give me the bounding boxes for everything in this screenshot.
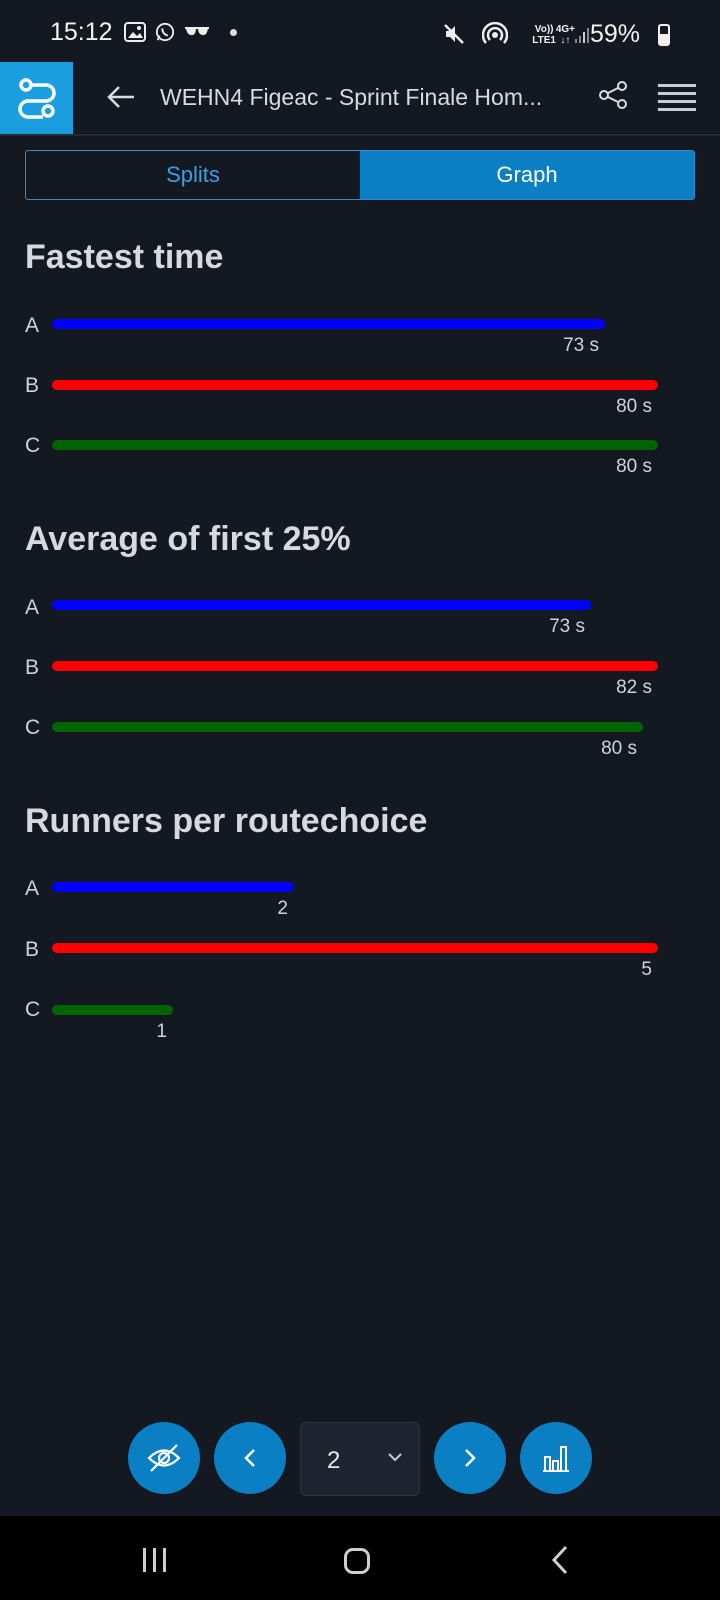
back-arrow-icon[interactable] xyxy=(106,82,136,112)
app-bar: WEHN4 Figeac - Sprint Finale Hom... xyxy=(0,62,720,136)
value-fastest-a: 73 s xyxy=(563,335,599,356)
network-type-indicator: 4G+ ↓↑ xyxy=(555,24,575,46)
routechoice-label-c: C xyxy=(25,434,41,457)
menu-icon[interactable] xyxy=(658,82,696,114)
value-runners-a: 2 xyxy=(277,898,288,919)
tab-graph[interactable]: Graph xyxy=(360,151,694,199)
next-button[interactable] xyxy=(434,1422,506,1494)
routechoice-label-a: A xyxy=(25,314,40,337)
chevron-right-icon xyxy=(465,1449,476,1467)
previous-button[interactable] xyxy=(214,1422,286,1494)
notification-icons xyxy=(124,22,237,42)
bar-average-a xyxy=(52,600,591,610)
glasses-icon xyxy=(185,27,209,36)
page-select[interactable]: 2 xyxy=(300,1422,420,1496)
value-average-a: 73 s xyxy=(549,616,585,637)
value-fastest-b: 80 s xyxy=(616,396,652,417)
system-back-icon[interactable] xyxy=(548,1544,572,1576)
hide-button[interactable] xyxy=(128,1422,200,1494)
section-title-average: Average of first 25% xyxy=(25,520,351,558)
page-select-value: 2 xyxy=(327,1447,341,1474)
routechoice-label-a: A xyxy=(25,596,40,619)
more-notifications-dot xyxy=(230,28,237,36)
bar-fastest-b xyxy=(52,380,658,390)
volte-indicator: Vo)) LTE1 xyxy=(532,24,556,46)
bar-fastest-c xyxy=(52,440,658,450)
graph-button[interactable] xyxy=(520,1422,592,1494)
whatsapp-icon xyxy=(155,22,175,42)
image-icon xyxy=(124,22,146,42)
routechoice-label-c: C xyxy=(25,998,41,1021)
routechoice-label-c: C xyxy=(25,716,41,739)
battery-icon xyxy=(658,24,670,46)
routechoice-label-b: B xyxy=(25,374,40,397)
bar-fastest-a xyxy=(52,319,605,329)
routechoice-label-a: A xyxy=(25,877,40,900)
view-tabs: Splits Graph xyxy=(25,150,695,200)
value-runners-b: 5 xyxy=(641,959,652,980)
route-logo-icon xyxy=(17,78,56,119)
hotspot-icon xyxy=(482,22,508,44)
home-icon[interactable] xyxy=(344,1548,370,1574)
routechoice-label-b: B xyxy=(25,938,40,961)
mute-icon xyxy=(444,24,464,44)
status-time: 15:12 xyxy=(50,18,113,46)
bar-runners-a xyxy=(52,882,294,892)
system-nav-bar xyxy=(0,1516,720,1600)
value-runners-c: 1 xyxy=(156,1021,167,1042)
bar-average-b xyxy=(52,661,658,671)
battery-percentage: 59% xyxy=(589,20,640,48)
section-title-fastest-time: Fastest time xyxy=(25,238,224,276)
value-average-c: 80 s xyxy=(601,738,637,759)
bar-average-c xyxy=(52,722,643,732)
status-bar: 15:12 Vo)) LTE1 4G+ ↓↑ 59% xyxy=(0,0,720,62)
chevron-down-icon xyxy=(388,1453,402,1462)
signal-icon xyxy=(575,28,589,43)
recent-apps-icon[interactable] xyxy=(140,1546,170,1574)
value-average-b: 82 s xyxy=(616,677,652,698)
chevron-left-icon xyxy=(244,1449,255,1467)
app-logo[interactable] xyxy=(0,62,73,134)
section-title-runners: Runners per routechoice xyxy=(25,802,428,840)
tab-splits[interactable]: Splits xyxy=(166,162,220,187)
value-fastest-c: 80 s xyxy=(616,456,652,477)
bar-chart-icon xyxy=(543,1446,569,1472)
routechoice-label-b: B xyxy=(25,656,40,679)
page-title: WEHN4 Figeac - Sprint Finale Hom... xyxy=(160,84,543,110)
bar-runners-c xyxy=(52,1005,173,1015)
bar-runners-b xyxy=(52,943,658,953)
share-icon[interactable] xyxy=(598,80,628,110)
eye-off-icon xyxy=(147,1444,181,1472)
